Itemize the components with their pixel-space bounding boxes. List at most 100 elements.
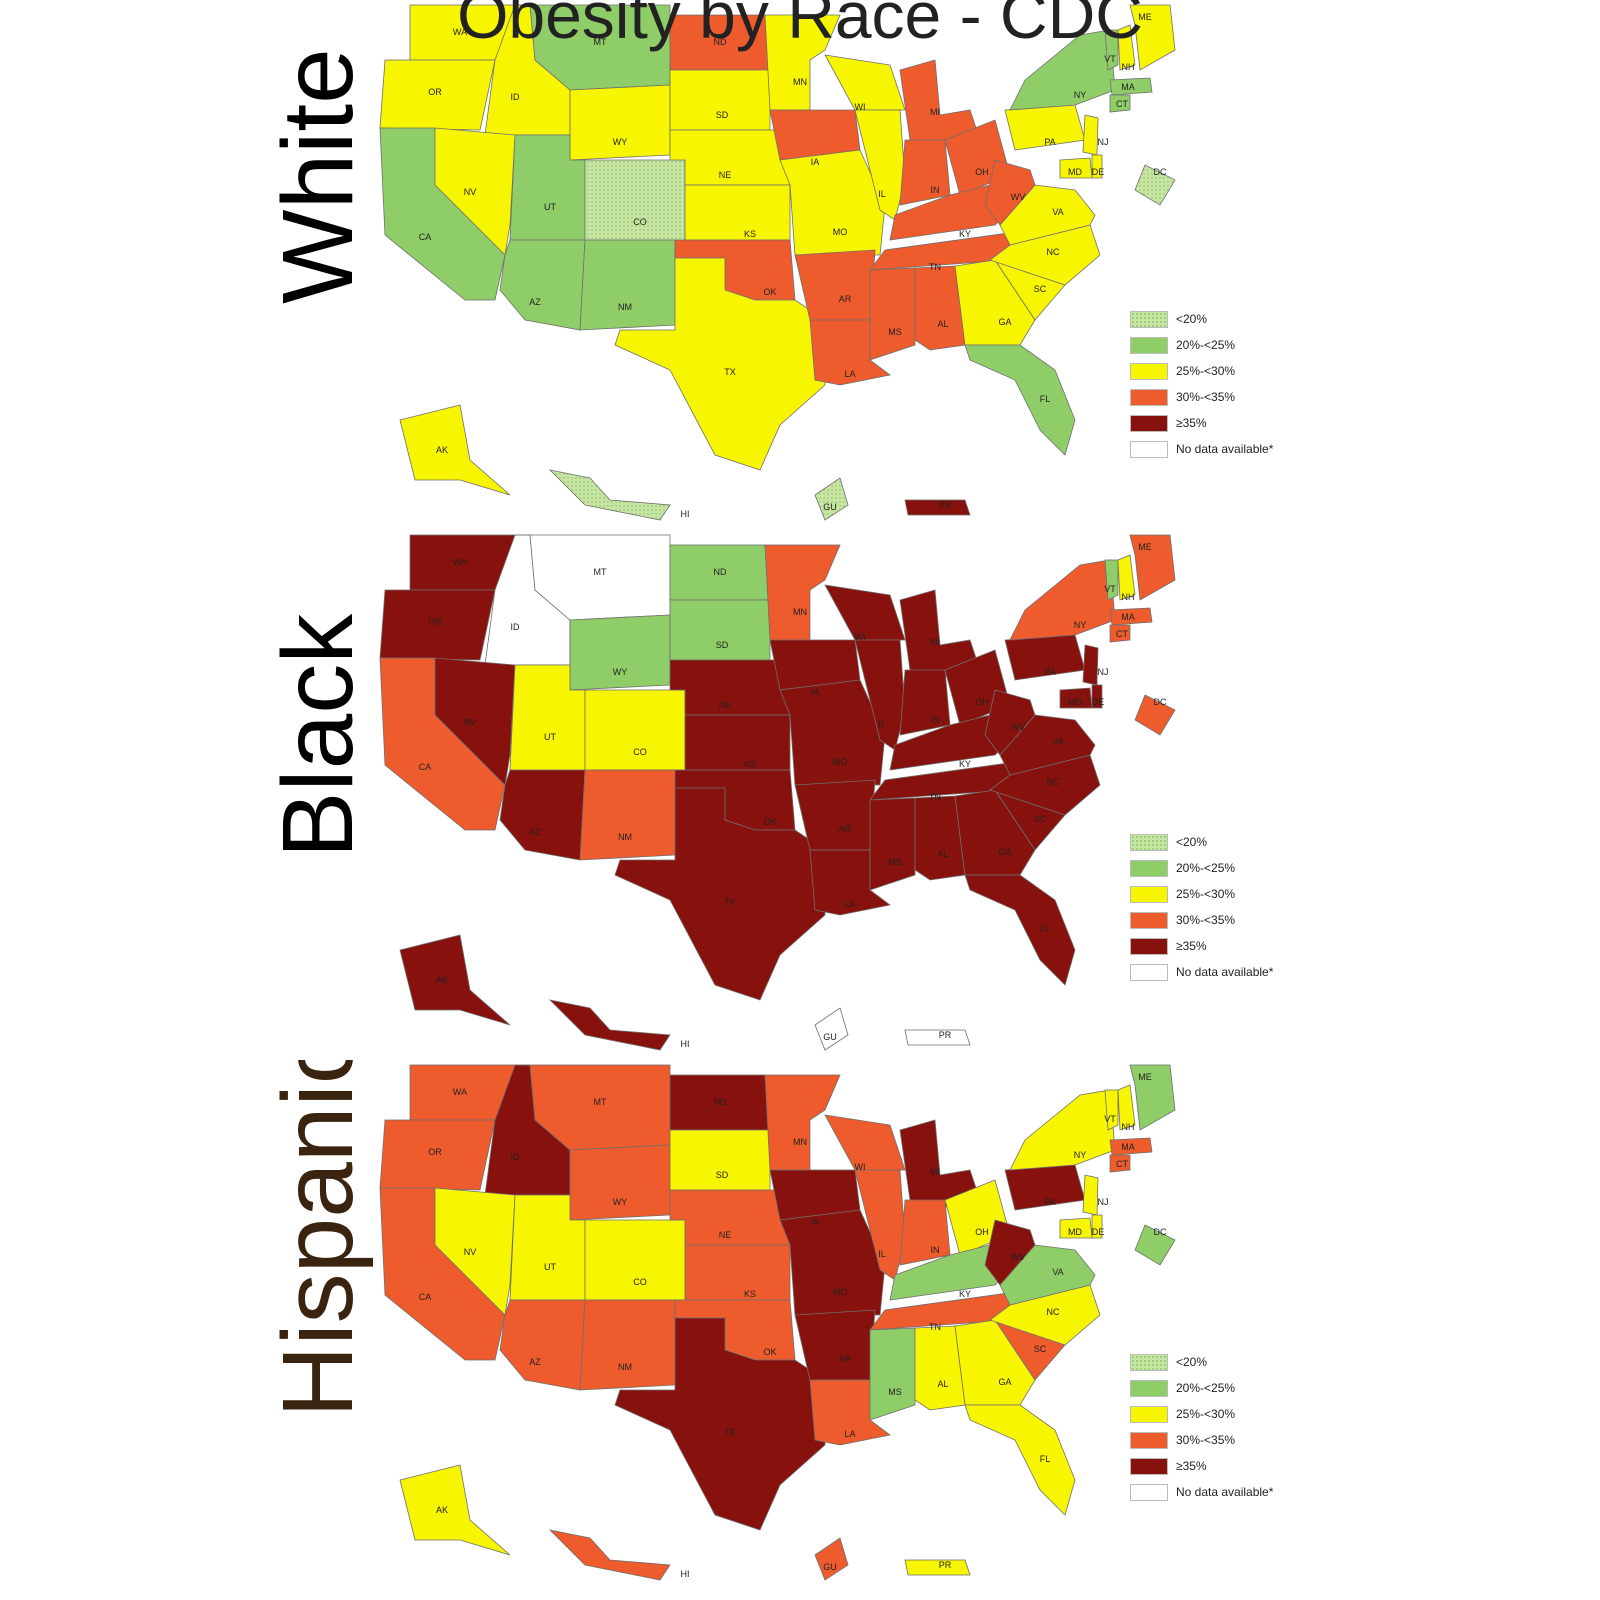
legend-swatch <box>1130 337 1168 354</box>
state-nh <box>1117 1084 1136 1131</box>
state-label-sd: SD <box>716 640 729 650</box>
state-label-mt: MT <box>594 567 607 577</box>
state-pr <box>904 1029 971 1046</box>
state-label-ma: MA <box>1121 1142 1135 1152</box>
state-label-la: LA <box>844 899 855 909</box>
state-label-ky: KY <box>959 759 971 769</box>
state-label-wv: WV <box>1011 192 1026 202</box>
state-label-mi: MI <box>930 1167 940 1177</box>
state-label-nj: NJ <box>1098 667 1109 677</box>
state-label-gu: GU <box>823 1562 837 1572</box>
state-al <box>914 795 966 881</box>
state-mo <box>779 1209 886 1316</box>
state-az <box>499 769 586 861</box>
state-label-ok: OK <box>763 287 776 297</box>
state-nh <box>1117 24 1136 71</box>
state-label-ct: CT <box>1116 629 1128 639</box>
legend-swatch <box>1130 1458 1168 1475</box>
state-label-hi: HI <box>681 1569 690 1579</box>
state-wi <box>824 1114 906 1171</box>
state-label-md: MD <box>1068 167 1082 177</box>
state-label-pr: PR <box>939 1030 952 1040</box>
state-nj <box>1082 1174 1099 1216</box>
state-label-ut: UT <box>544 732 556 742</box>
legend-label: 25%-<30% <box>1176 1407 1236 1421</box>
legend-swatch <box>1130 363 1168 380</box>
legend-swatch <box>1130 415 1168 432</box>
state-label-sc: SC <box>1034 814 1047 824</box>
legend-label: 25%-<30% <box>1176 364 1236 378</box>
state-ms <box>869 797 916 891</box>
state-tx <box>614 1317 826 1531</box>
legend-swatch <box>1130 964 1168 981</box>
state-fl <box>964 874 1076 986</box>
state-label-nh: NH <box>1122 62 1135 72</box>
state-label-ok: OK <box>763 817 776 827</box>
state-in <box>899 669 951 736</box>
state-label-il: IL <box>878 719 886 729</box>
state-vt <box>1104 1089 1119 1131</box>
state-label-dc: DC <box>1154 1227 1167 1237</box>
state-or <box>379 59 496 131</box>
state-hi <box>548 1529 671 1581</box>
state-me <box>1129 1064 1176 1131</box>
legend-swatch <box>1130 938 1168 955</box>
state-label-sc: SC <box>1034 284 1047 294</box>
legend-label: ≥35% <box>1176 416 1207 430</box>
choropleth-map: WA OR CA ID NV MT WY UT CO AZ NM ND SD NE KS OK TX MN IA MO… <box>379 4 1176 521</box>
state-nv <box>434 1187 516 1316</box>
state-label-hi: HI <box>681 509 690 519</box>
choropleth-map: WA OR CA ID NV MT WY UT CO AZ NM ND SD NE KS OK TX MN IA MO… <box>379 534 1176 1051</box>
state-label-me: ME <box>1138 542 1152 552</box>
state-ak <box>399 404 511 496</box>
state-label-az: AZ <box>529 297 541 307</box>
state-label-wy: WY <box>613 137 628 147</box>
state-label-co: CO <box>633 1277 647 1287</box>
legend-swatch <box>1130 834 1168 851</box>
state-label-tn: TN <box>929 1322 941 1332</box>
legend-swatch <box>1130 1380 1168 1397</box>
state-label-or: OR <box>428 87 442 97</box>
state-pr <box>904 499 971 516</box>
state-co <box>584 1219 686 1301</box>
legend-label: No data available* <box>1176 1485 1274 1499</box>
state-sd <box>669 1129 771 1191</box>
state-label-wa: WA <box>453 557 467 567</box>
state-nm <box>579 1299 676 1391</box>
state-label-ar: AR <box>839 824 852 834</box>
state-label-ga: GA <box>998 317 1011 327</box>
state-ma <box>1109 1137 1153 1156</box>
state-ma <box>1109 77 1153 96</box>
state-label-gu: GU <box>823 502 837 512</box>
legend-swatch <box>1130 441 1168 458</box>
state-label-ma: MA <box>1121 82 1135 92</box>
state-label-wa: WA <box>453 27 467 37</box>
state-label-nh: NH <box>1122 592 1135 602</box>
panel-label: Hispanic <box>262 1060 374 1418</box>
legend-label: No data available* <box>1176 442 1274 456</box>
state-wi <box>824 54 906 111</box>
state-label-ca: CA <box>419 232 432 242</box>
state-label-de: DE <box>1092 167 1105 177</box>
state-dc <box>1134 1224 1176 1266</box>
state-label-pa: PA <box>1044 137 1055 147</box>
state-label-ar: AR <box>839 1354 852 1364</box>
state-label-co: CO <box>633 747 647 757</box>
state-tx <box>614 257 826 471</box>
state-pr <box>904 1559 971 1576</box>
state-label-in: IN <box>931 715 940 725</box>
state-nj <box>1082 114 1099 156</box>
state-label-az: AZ <box>529 827 541 837</box>
choropleth-map: WA OR CA ID NV MT WY UT CO AZ NM ND SD NE KS OK TX MN IA MO… <box>379 1064 1176 1581</box>
state-label-vt: VT <box>1104 1114 1116 1124</box>
state-ks <box>684 714 791 771</box>
legend-label: 30%-<35% <box>1176 390 1236 404</box>
state-label-wy: WY <box>613 667 628 677</box>
state-label-md: MD <box>1068 1227 1082 1237</box>
state-label-nc: NC <box>1047 247 1060 257</box>
state-label-wv: WV <box>1011 722 1026 732</box>
state-label-or: OR <box>428 617 442 627</box>
state-label-ny: NY <box>1074 1150 1087 1160</box>
state-label-ut: UT <box>544 1262 556 1272</box>
state-label-me: ME <box>1138 1072 1152 1082</box>
